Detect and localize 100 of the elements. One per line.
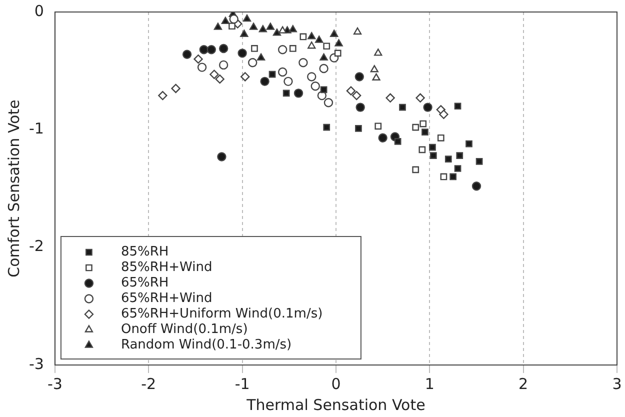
point [416,93,425,102]
point [218,60,228,70]
legend-label: 65%RH+Uniform Wind(0.1m/s) [120,306,323,322]
point [218,44,228,54]
point [374,48,382,56]
point [346,86,356,96]
point [307,72,316,82]
point [194,54,203,64]
y-tick-label: -1 [28,120,44,138]
point [370,65,378,72]
point [256,53,266,60]
legend-label: 65%RH [120,276,169,291]
legend-label: Random Wind(0.1-0.3m/s) [120,338,292,353]
point [444,156,452,163]
point [217,152,226,162]
point [308,32,316,40]
point [300,33,307,40]
point [456,152,464,159]
point [450,173,456,180]
point [320,53,328,60]
point [238,48,247,58]
point [266,22,274,30]
point [315,36,324,43]
point [439,110,448,119]
point [440,173,448,180]
point [476,158,483,165]
point [171,84,180,94]
point [429,144,436,151]
point [323,124,330,131]
x-tick-label: -3 [47,374,62,393]
legend-label: 85%RH [120,244,169,260]
point [251,45,258,52]
point [298,58,308,68]
point [278,26,287,34]
point [374,122,382,130]
point [324,98,334,108]
x-tick-label: -2 [141,374,156,393]
point [422,128,428,136]
point [412,166,420,174]
point [228,22,236,30]
point [394,138,402,145]
legend-label: 65%RH+Wind [120,291,212,306]
point [320,86,328,94]
point [210,70,219,79]
point [248,58,258,68]
point [249,22,258,30]
point [197,62,207,72]
point [423,102,432,112]
point [454,102,462,110]
point [334,50,342,57]
point [412,124,420,131]
point [294,88,304,98]
point [399,104,406,111]
point [288,25,297,32]
point [214,22,222,30]
point [284,76,293,86]
point [278,45,288,54]
point [323,42,330,50]
legend-label: Onoff Wind(0.1m/s) [120,322,248,338]
point [355,125,362,132]
legend-label: 85%RH+Wind [120,260,212,276]
point [372,73,380,80]
x-axis-title: Thermal Sensation Vote [246,396,426,414]
point [466,140,472,148]
point [272,28,282,36]
x-tick-label: 3 [612,374,622,393]
point [240,30,248,37]
point [268,70,276,78]
point [378,133,388,143]
point [330,30,338,37]
x-tick-label: -1 [234,374,250,393]
point [229,14,238,24]
point [260,76,270,86]
x-tick-label: 0 [331,374,341,393]
point [353,27,362,35]
point [420,120,427,128]
point [437,134,444,142]
point [319,64,328,74]
point [206,45,216,54]
point [258,25,267,32]
point [334,39,343,46]
point [308,42,316,49]
point [215,74,224,84]
x-tick-label: 2 [518,374,528,393]
point [158,90,168,100]
point [386,93,395,102]
y-tick-label: -3 [28,354,44,373]
point [182,50,192,59]
point [472,182,482,191]
point [240,72,250,82]
y-tick-label: 0 [34,2,44,20]
point [430,152,437,159]
point [282,90,290,97]
y-axis-title: Comfort Sensation Vote [4,100,23,278]
point [354,72,364,82]
point [356,102,365,112]
point [352,90,362,100]
point [310,82,320,91]
point [289,45,296,52]
point [454,165,462,172]
